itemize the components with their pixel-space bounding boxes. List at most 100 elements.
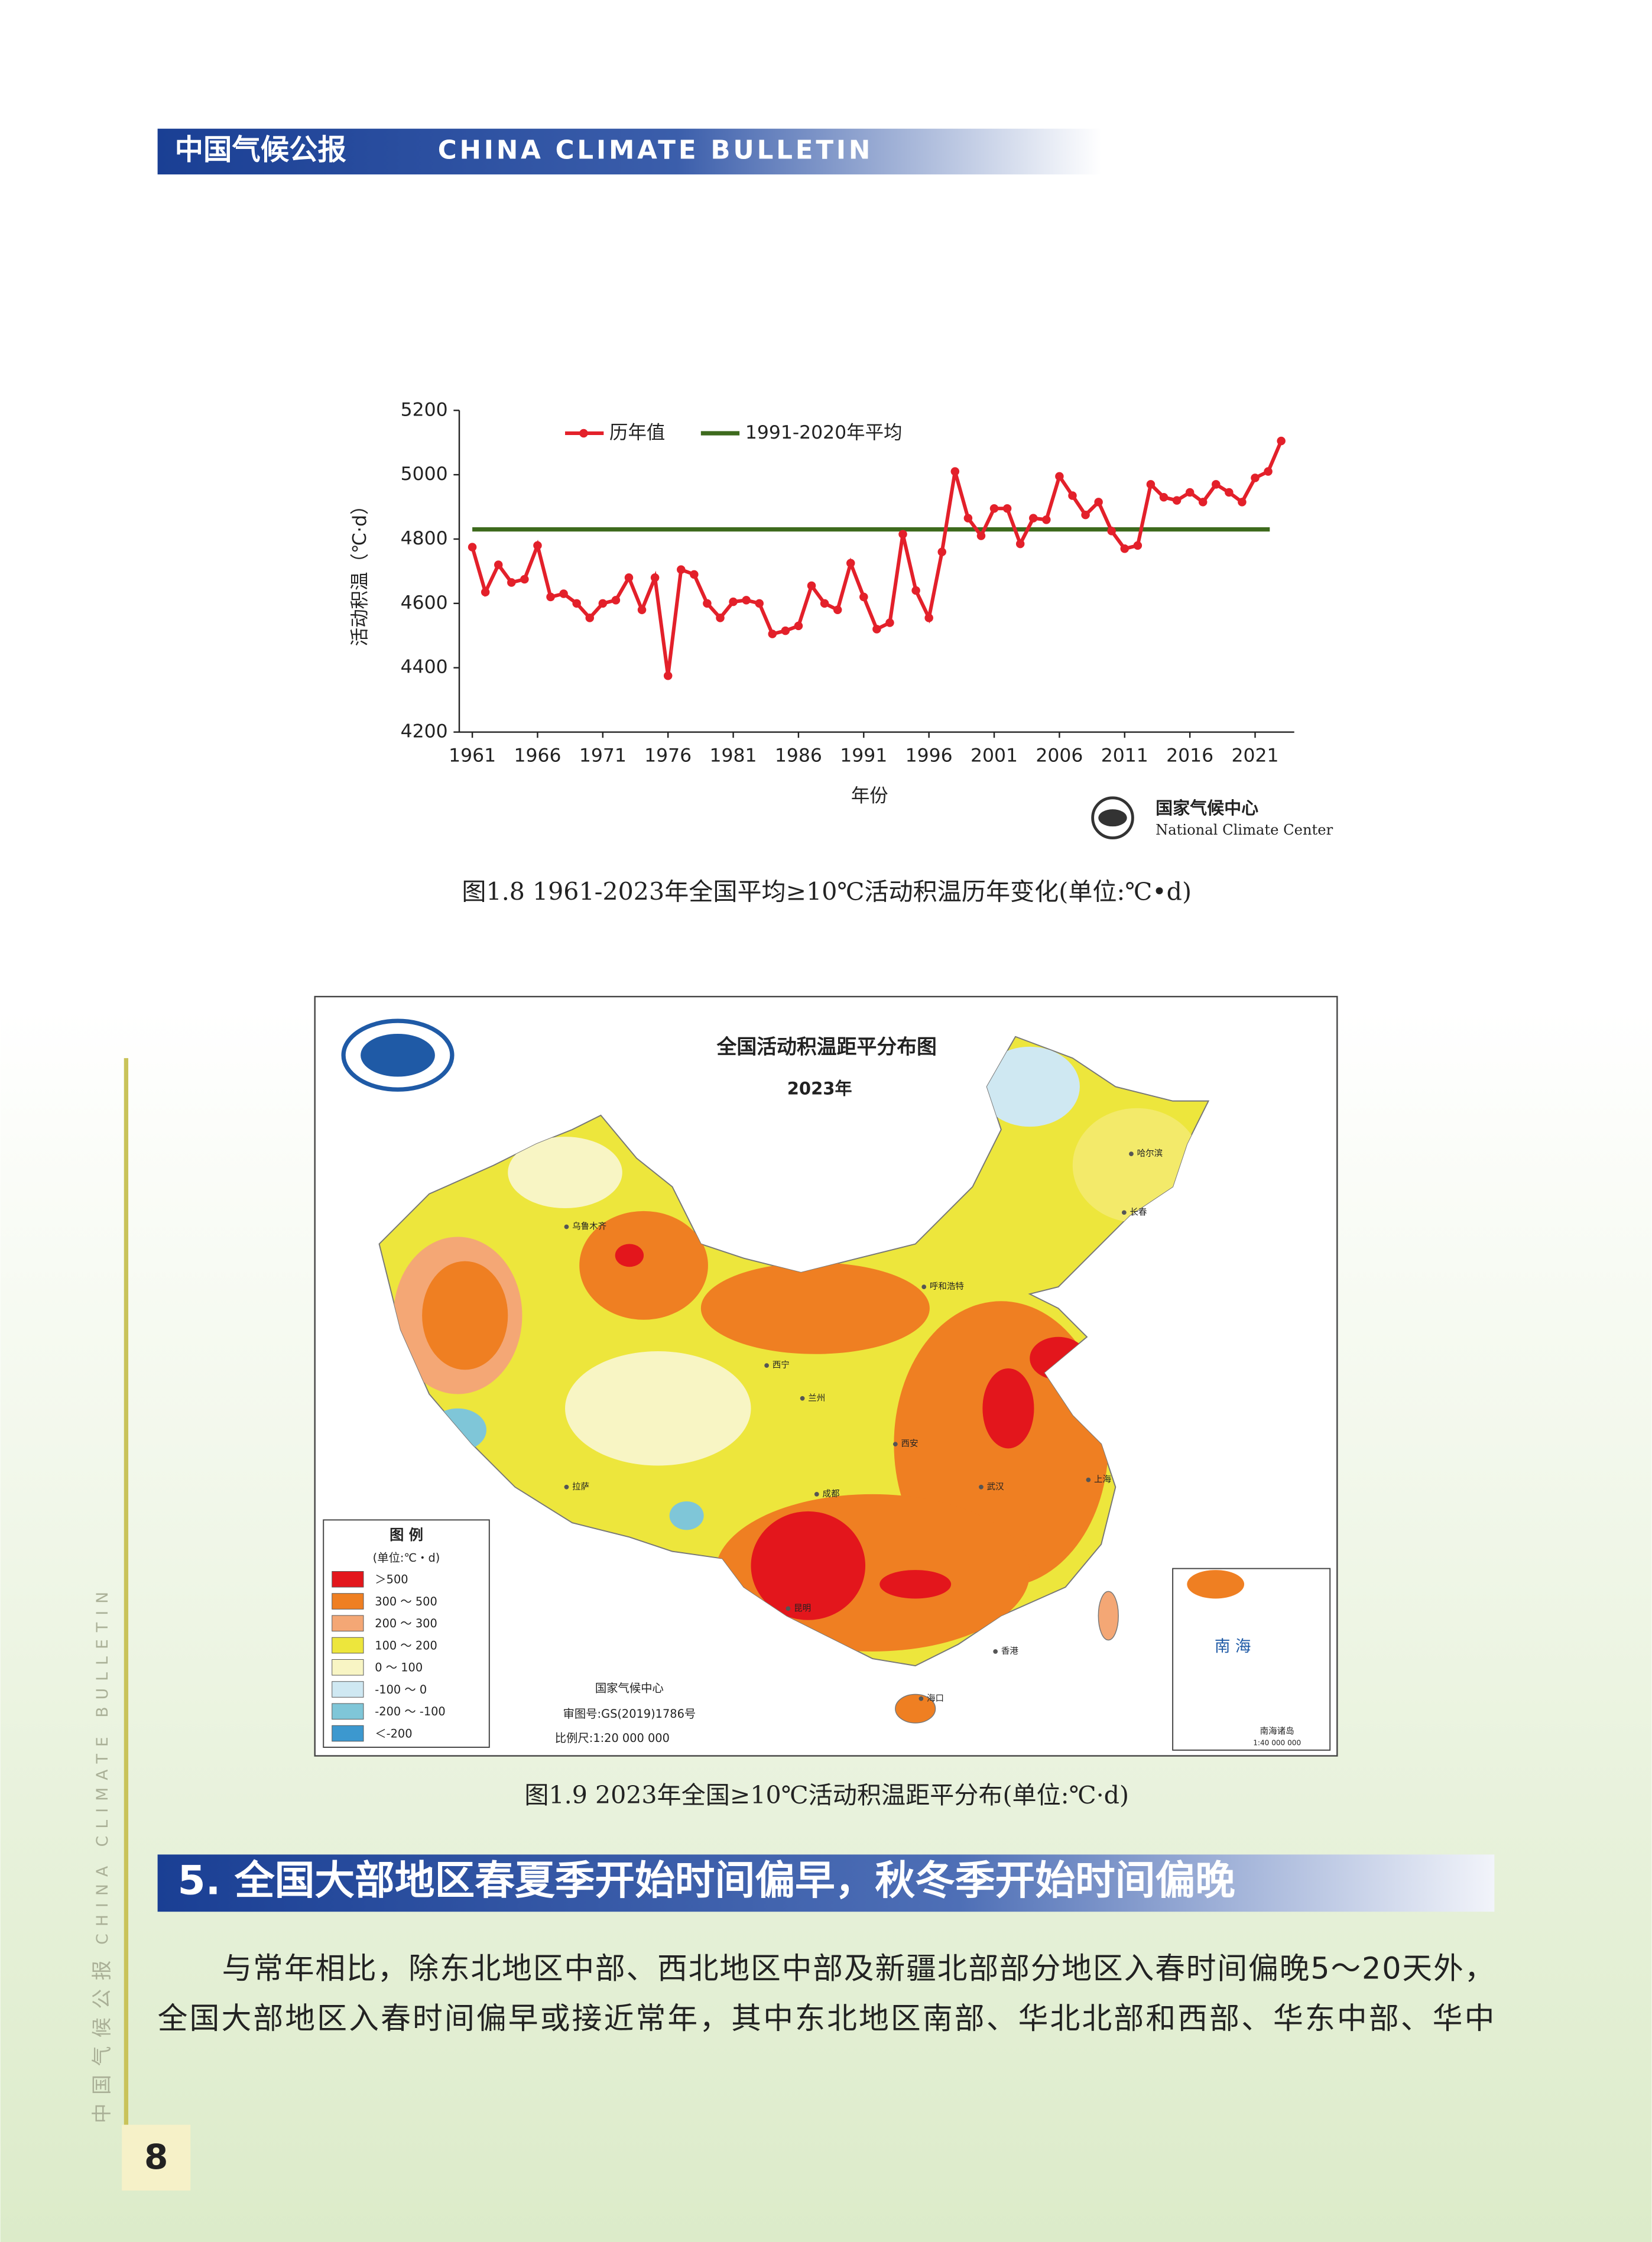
hainan — [895, 1693, 936, 1724]
data-point — [703, 599, 712, 608]
legend-swatch — [332, 1703, 364, 1720]
data-point — [1133, 541, 1143, 550]
legend-swatch — [332, 1593, 364, 1610]
data-point — [1081, 510, 1090, 520]
sidebar: 中国气候公报 CHINA CLIMATE BULLETIN — [90, 1585, 113, 2123]
data-point — [1094, 498, 1103, 507]
city-label: 呼和浩特 — [930, 1281, 964, 1292]
data-point — [650, 573, 660, 582]
city-label: 香港 — [1001, 1646, 1018, 1656]
data-point — [611, 596, 621, 605]
data-point — [1172, 496, 1182, 505]
legend-label: ＞500 — [375, 1573, 408, 1586]
x-tick-label: 1976 — [644, 745, 692, 767]
legend-label: 0 ～ 100 — [375, 1661, 423, 1675]
data-point — [1068, 491, 1077, 500]
data-point — [546, 592, 555, 602]
data-point — [637, 605, 647, 614]
y-tick-label: 5000 — [401, 463, 448, 485]
legend-swatch — [332, 1681, 364, 1698]
taiwan — [1098, 1591, 1119, 1641]
city-dot — [921, 1284, 927, 1289]
legend-swatch — [332, 1571, 364, 1588]
data-point — [872, 625, 881, 634]
data-point — [1225, 488, 1234, 497]
city-label: 昆明 — [794, 1604, 811, 1613]
legend-title: 图 例 — [390, 1527, 423, 1543]
data-point — [755, 599, 764, 608]
x-tick-label: 2016 — [1166, 745, 1213, 767]
map-figure: 全国活动积温距平分布图 2023年 图 例 (单位:℃・d) 南 海 南海诸岛 … — [314, 995, 1338, 1757]
data-point — [898, 530, 907, 539]
x-tick-label: 2021 — [1231, 745, 1278, 767]
city-dot — [1086, 1477, 1091, 1482]
data-point — [937, 547, 946, 556]
data-point — [1042, 515, 1051, 524]
data-point — [833, 605, 842, 614]
x-axis-label: 年份 — [851, 785, 888, 806]
data-point — [989, 504, 999, 513]
data-point — [1277, 436, 1286, 446]
credit-cn: 国家气候中心 — [1156, 798, 1258, 818]
city-dot — [564, 1224, 569, 1229]
data-point — [1198, 498, 1208, 507]
data-point — [885, 618, 894, 627]
ncc-emblem-core — [361, 1033, 435, 1077]
city-label: 乌鲁木齐 — [572, 1222, 606, 1232]
figure-caption: 图1.9 2023年全国≥10℃活动积温距平分布(单位:℃·d) — [524, 1781, 1129, 1809]
data-point — [533, 541, 542, 550]
ncc-logo-core — [1098, 809, 1127, 827]
city-label: 西安 — [901, 1439, 918, 1449]
sidebar-title-en: CHINA CLIMATE BULLETIN — [93, 1585, 112, 1945]
legend-label: 100 ～ 200 — [375, 1638, 437, 1652]
section-heading: 5. 全国大部地区春夏季开始时间偏早，秋冬季开始时间偏晚 — [177, 1857, 1235, 1903]
legend-marker — [579, 429, 588, 438]
data-point — [976, 531, 986, 540]
data-point — [624, 573, 634, 582]
city-label: 哈尔滨 — [1137, 1148, 1163, 1159]
x-tick-label: 1966 — [514, 745, 561, 767]
data-point — [1146, 480, 1156, 489]
y-axis-label: 活动积温（℃·d） — [349, 496, 371, 646]
header-title: 中国气候公报 — [175, 133, 347, 166]
city-label: 兰州 — [808, 1393, 825, 1403]
map-credit: 国家气候中心 — [595, 1681, 664, 1695]
data-point — [963, 514, 973, 523]
data-point — [794, 621, 803, 631]
city-dot — [764, 1363, 769, 1368]
legend-label: 200 ～ 300 — [375, 1617, 437, 1630]
city-label: 武汉 — [987, 1482, 1005, 1492]
city-dot — [1121, 1210, 1127, 1215]
map-approval: 审图号:GS(2019)1786号 — [563, 1707, 696, 1721]
data-point — [1028, 514, 1038, 523]
data-point — [1107, 527, 1116, 536]
data-point — [950, 467, 960, 476]
sidebar-title: 中国气候公报 — [90, 1952, 113, 2123]
paragraph-line: 与常年相比，除东北地区中部、西北地区中部及新疆北部部分地区入春时间偏晚5～20天… — [222, 1951, 1494, 1985]
data-point — [1159, 492, 1169, 502]
data-point — [1264, 467, 1273, 476]
data-point — [572, 599, 581, 608]
city-label: 上海 — [1094, 1475, 1111, 1485]
legend-label: 300 ～ 500 — [375, 1595, 437, 1608]
data-point — [924, 614, 933, 622]
data-point — [716, 614, 725, 622]
section-bar — [157, 1854, 1495, 1912]
map-scale: 比例尺:1:20 000 000 — [555, 1731, 670, 1745]
anomaly-patches — [393, 1046, 1202, 1652]
data-point — [468, 543, 477, 551]
data-point — [585, 614, 595, 622]
city-label: 长春 — [1130, 1207, 1147, 1217]
city-label: 西宁 — [773, 1360, 790, 1370]
legend-label: -100 ～ 0 — [375, 1683, 427, 1696]
inset-land — [1187, 1570, 1245, 1599]
y-tick-label: 4600 — [401, 592, 448, 614]
data-point — [507, 578, 516, 587]
city-dot — [919, 1696, 924, 1701]
city-dot — [993, 1649, 998, 1654]
data-point — [663, 671, 673, 680]
data-point — [559, 589, 568, 598]
data-point — [1238, 498, 1247, 507]
